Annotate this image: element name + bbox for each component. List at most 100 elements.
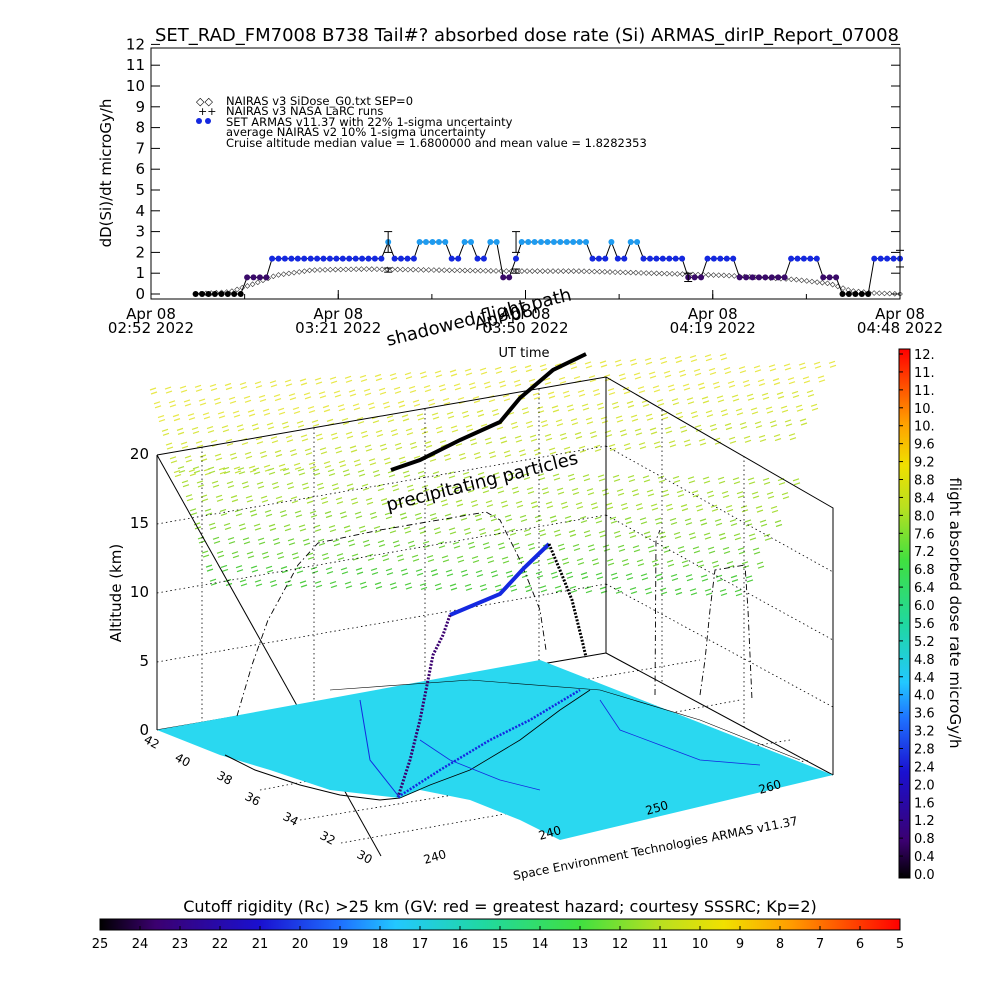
armas-point	[781, 274, 788, 281]
particle-dash	[543, 377, 551, 381]
nairas-point	[529, 268, 536, 274]
nairas-point	[897, 291, 903, 297]
particle-dash	[366, 501, 374, 505]
particle-dash	[737, 547, 745, 551]
particle-dash	[502, 394, 510, 398]
particle-dash	[354, 463, 362, 467]
particle-dash	[473, 400, 481, 404]
nairas-point	[244, 283, 251, 289]
particle-dash	[435, 426, 443, 430]
particle-dash	[585, 417, 593, 421]
nairas-point	[425, 267, 432, 273]
particle-dash	[687, 476, 695, 480]
dose-colorbar-tick-label: 1.2	[914, 814, 935, 829]
particle-dash	[683, 439, 691, 443]
particle-dash	[709, 423, 717, 427]
particle-dash	[389, 530, 397, 534]
armas-point	[826, 274, 833, 281]
rigidity-colorbar-tick-label: 25	[92, 937, 109, 952]
particle-dash	[613, 530, 621, 534]
particle-dash	[410, 445, 418, 449]
particle-dash	[576, 557, 584, 562]
particle-dash	[472, 559, 480, 564]
particle-dash	[515, 500, 523, 504]
particle-dash	[571, 487, 579, 492]
particle-dash	[441, 503, 449, 507]
particle-dash	[188, 417, 196, 421]
x-tick-label: Apr 08	[688, 305, 738, 323]
rigidity-colorbar-tick-label: 12	[612, 937, 629, 952]
particle-dash	[577, 561, 585, 566]
particle-dash	[220, 564, 228, 568]
particle-dash	[800, 422, 808, 426]
particle-dash	[323, 409, 331, 413]
particle-dash	[736, 412, 744, 416]
particle-dash	[458, 452, 466, 457]
particle-dash	[453, 383, 461, 387]
particle-dash	[236, 424, 244, 428]
particle-dash	[435, 374, 443, 378]
particle-dash	[480, 423, 488, 427]
particle-dash	[360, 430, 368, 434]
particle-dash	[321, 552, 329, 557]
nairas-point	[534, 268, 541, 274]
particle-dash	[272, 485, 280, 490]
particle-dash	[710, 427, 718, 431]
shadowed-flight-path	[390, 352, 587, 472]
particle-dash	[491, 574, 499, 578]
particle-dash	[395, 446, 403, 450]
particle-dash	[488, 451, 496, 455]
particle-dash	[514, 383, 522, 387]
particle-dash	[616, 419, 624, 423]
particle-dash	[536, 575, 544, 579]
nairas-point	[705, 272, 712, 278]
particle-dash	[629, 535, 637, 539]
nairas-point	[581, 268, 587, 275]
legend-entry-nairas-sidose: NAIRAS v3 SiDose_G0.txt SEP=0	[226, 94, 413, 108]
particle-dash	[694, 424, 702, 428]
particle-dash	[498, 380, 506, 384]
particle-dash	[278, 463, 286, 467]
y-tick-label: 0	[135, 285, 145, 303]
nairas-point	[467, 267, 473, 274]
particle-dash	[454, 387, 462, 391]
armas-point	[346, 255, 353, 262]
particle-dash	[645, 591, 653, 595]
armas-point	[288, 255, 295, 262]
armas-point	[500, 274, 507, 281]
particle-dash	[749, 537, 757, 541]
nairas-point	[519, 268, 525, 274]
particle-dash	[787, 377, 795, 381]
particle-dash	[299, 580, 307, 584]
particle-dash	[593, 444, 601, 448]
particle-dash	[359, 529, 367, 533]
particle-dash	[653, 389, 661, 393]
particle-dash	[711, 508, 719, 512]
nairas-point	[814, 279, 820, 285]
armas-point	[339, 255, 346, 262]
dose-colorbar-tick-label: 4.8	[914, 653, 935, 668]
particle-dash	[379, 443, 387, 447]
particle-dash	[247, 409, 255, 413]
particle-dash	[701, 578, 709, 582]
nairas-point	[249, 281, 256, 288]
particle-dash	[217, 554, 225, 558]
particle-dash	[754, 421, 762, 425]
nairas-point	[876, 290, 883, 297]
particle-dash	[743, 383, 751, 387]
particle-dash	[818, 379, 826, 383]
particle-dash	[227, 536, 235, 541]
nairas-point	[296, 269, 303, 275]
particle-dash	[222, 429, 230, 433]
particle-dash	[631, 489, 639, 493]
particle-dash	[436, 430, 444, 434]
particle-dash	[496, 486, 504, 490]
particle-dash	[213, 397, 221, 401]
particle-dash	[586, 488, 594, 492]
particle-dash	[661, 416, 669, 420]
particle-dash	[344, 375, 352, 379]
particle-dash	[747, 397, 755, 401]
particle-dash	[626, 400, 634, 404]
particle-dash	[199, 454, 207, 458]
particle-dash	[689, 536, 697, 540]
